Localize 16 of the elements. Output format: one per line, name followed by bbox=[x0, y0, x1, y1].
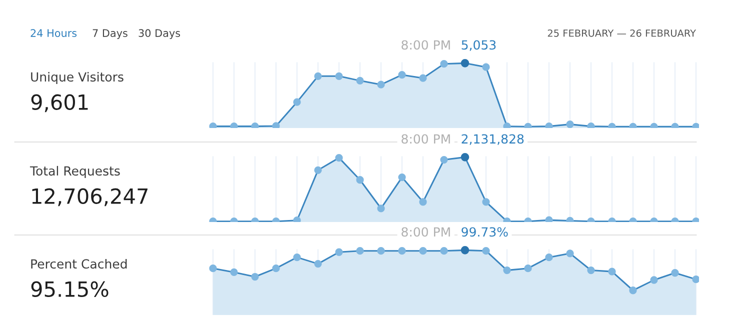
text: Unique Visitors bbox=[31, 72, 124, 84]
text: Total Requests bbox=[30, 166, 120, 178]
text: 95.15% bbox=[31, 281, 108, 298]
text: Percent Cached bbox=[31, 258, 127, 269]
text: 8:00 PM bbox=[402, 40, 450, 50]
text: 25 FEBRUARY — 26 FEBRUARY bbox=[548, 29, 696, 37]
text: 24 Hours bbox=[30, 29, 77, 38]
text: 8:00 PM bbox=[402, 227, 450, 237]
text: 12,706,247 bbox=[32, 188, 148, 206]
text: 5,053 bbox=[462, 40, 496, 51]
text: 8:00 PM bbox=[402, 134, 450, 144]
text: 9,601 bbox=[31, 94, 88, 112]
text: 2,131,828 bbox=[462, 134, 524, 145]
text: 7 Days bbox=[92, 29, 128, 40]
text: 30 Days bbox=[138, 29, 180, 40]
text: 99.73% bbox=[462, 227, 508, 237]
